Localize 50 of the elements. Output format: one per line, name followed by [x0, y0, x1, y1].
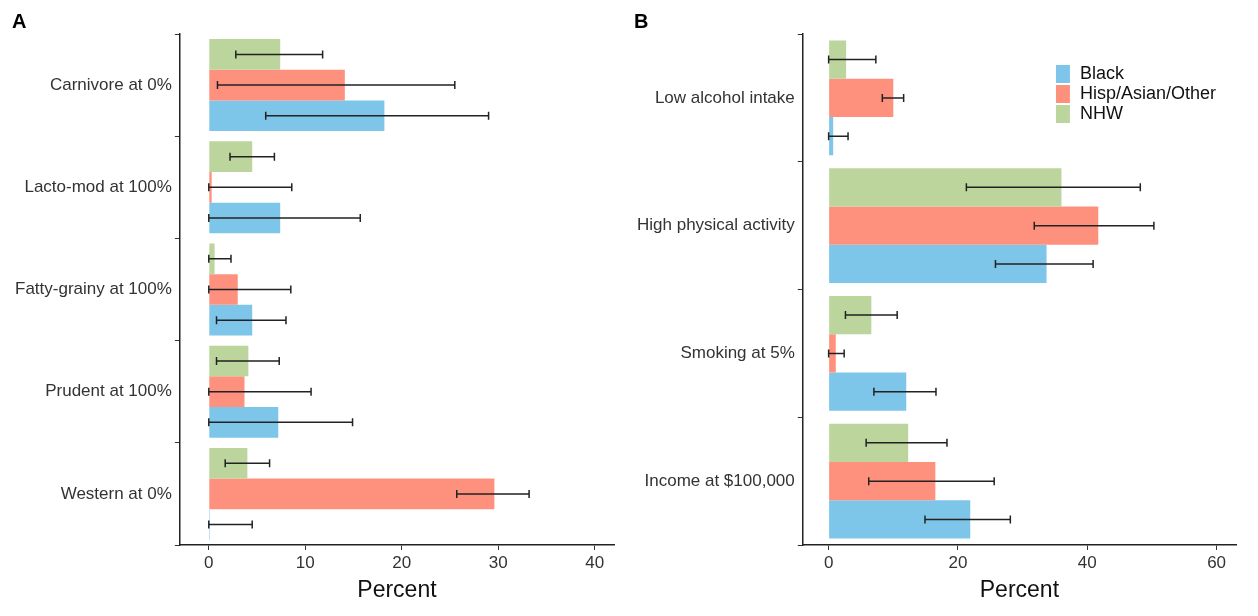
- bar: [829, 295, 872, 335]
- text: A: [12, 9, 27, 32]
- y-tick-label: Fatty-grainy at 100%: [14, 279, 172, 299]
- bar: [209, 69, 345, 101]
- bar: [829, 372, 907, 411]
- bar: [829, 206, 1099, 245]
- bar: [829, 244, 1047, 284]
- bar: [209, 141, 253, 172]
- x-tick-label: 20: [948, 552, 968, 572]
- x-tick-label: 40: [585, 552, 605, 572]
- bar: [829, 168, 1062, 207]
- bar: [209, 478, 495, 510]
- y-tick-label: High physical activity: [637, 215, 796, 235]
- bar: [829, 78, 894, 118]
- y-tick-label: Western at 0%: [60, 483, 172, 503]
- legend-label: Hisp/Asian/Other: [1079, 82, 1217, 103]
- y-tick-label: Prudent at 100%: [45, 381, 172, 401]
- x-tick-label: 60: [1207, 552, 1227, 572]
- bar: [209, 100, 385, 132]
- bar: [209, 202, 281, 234]
- bar: [829, 500, 971, 539]
- x-tick-label: 10: [295, 552, 315, 572]
- bar: [829, 40, 847, 79]
- y-tick-label: Income at $100,000: [644, 470, 795, 490]
- bar: [829, 117, 834, 156]
- x-tick-label: 0: [823, 552, 834, 572]
- x-tick-label: 0: [204, 552, 214, 572]
- bar: [209, 274, 238, 305]
- x-tick-label: 20: [392, 552, 412, 572]
- bar: [209, 376, 245, 408]
- bar: [209, 304, 253, 336]
- legend-label: Black: [1079, 62, 1125, 83]
- y-tick-label: Carnivore at 0%: [49, 74, 172, 94]
- x-tick-label: 30: [488, 552, 508, 572]
- bar: [209, 243, 215, 275]
- bar: [209, 345, 249, 377]
- y-tick-label: Low alcohol intake: [654, 87, 795, 107]
- bar: [209, 39, 281, 70]
- legend-label: NHW: [1079, 102, 1123, 123]
- bar: [829, 334, 836, 373]
- text: B: [634, 9, 649, 32]
- x-tick-label: 40: [1077, 552, 1097, 572]
- x-axis-title: Percent: [979, 575, 1060, 602]
- bar: [829, 423, 909, 462]
- bar: [829, 461, 936, 501]
- y-tick-label: Lacto-mod at 100%: [24, 176, 172, 196]
- bar: [209, 447, 248, 479]
- y-tick-label: Smoking at 5%: [680, 343, 795, 363]
- x-axis-title: Percent: [357, 575, 438, 602]
- bar: [209, 407, 279, 438]
